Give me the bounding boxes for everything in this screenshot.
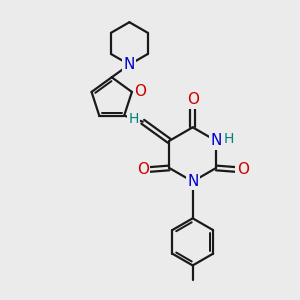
Text: H: H — [223, 132, 234, 146]
Text: O: O — [137, 162, 149, 177]
Text: N: N — [124, 57, 135, 72]
Text: N: N — [187, 174, 198, 189]
Text: O: O — [187, 92, 199, 107]
Text: O: O — [237, 162, 249, 177]
Text: H: H — [128, 112, 139, 126]
Text: O: O — [134, 84, 146, 99]
Text: N: N — [211, 134, 222, 148]
